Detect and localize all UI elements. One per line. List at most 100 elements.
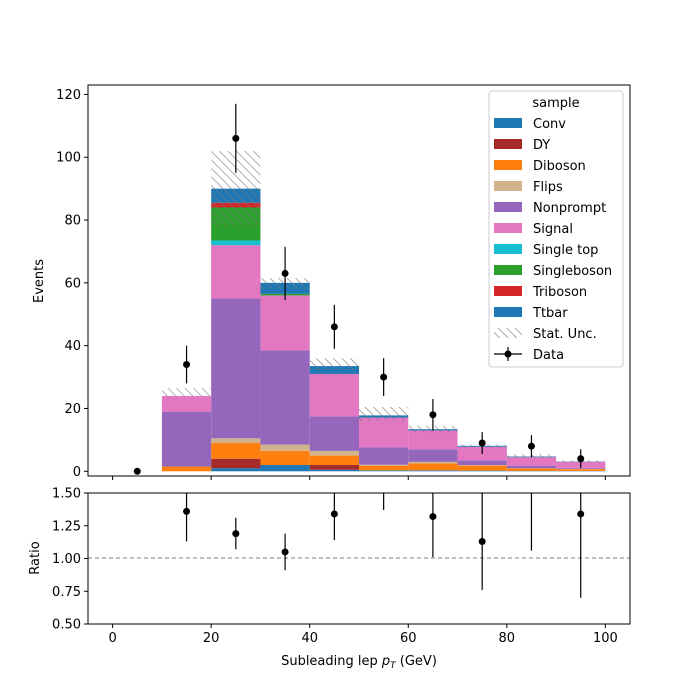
y-tick-label: 1.25 <box>52 519 81 534</box>
x-tick-label: 40 <box>301 631 318 646</box>
y-tick-label: 0.50 <box>52 618 81 633</box>
ratio-point <box>577 510 585 518</box>
legend-label: Diboson <box>533 159 586 174</box>
x-tick-label: 0 <box>108 631 116 646</box>
bar-signal <box>359 417 409 448</box>
legend-data-marker <box>504 350 512 358</box>
y-tick-label: 0 <box>73 465 81 480</box>
x-axis-label-subscript: T <box>390 661 397 671</box>
legend-label: Conv <box>533 117 566 132</box>
x-axis-label-symbol: p <box>381 654 390 669</box>
bar-signal <box>211 245 261 299</box>
y-tick-label: 60 <box>64 276 81 291</box>
y-tick-label: 120 <box>56 88 81 103</box>
data-point <box>183 361 191 369</box>
ratio-y-axis-label: Ratio <box>28 541 43 574</box>
legend-swatch <box>494 244 522 254</box>
legend-frame <box>488 90 624 368</box>
bar-diboson <box>260 450 310 466</box>
data-point <box>232 134 240 142</box>
y-tick-label: 0.75 <box>52 585 81 600</box>
bar-diboson <box>408 463 458 471</box>
bar-conv <box>211 468 261 472</box>
data-point <box>577 455 585 463</box>
bar-diboson <box>309 455 359 466</box>
bar-conv <box>260 465 310 472</box>
legend-label: Flips <box>533 180 563 195</box>
bar-nonprompt <box>457 460 507 466</box>
bar-diboson <box>506 468 557 471</box>
legend-swatch <box>494 286 522 296</box>
legend-swatch <box>494 202 522 212</box>
bar-signal <box>506 457 557 466</box>
x-tick-label: 20 <box>203 631 220 646</box>
bar-diboson <box>211 443 261 459</box>
bar-diboson <box>359 465 409 471</box>
y-tick-label: 100 <box>56 151 81 166</box>
bar-signal <box>260 295 310 351</box>
data-point <box>429 411 437 419</box>
ratio-point <box>528 476 535 483</box>
main-plot: 0 20 40 60 80 100 120 Events sample Conv DY Dibo… <box>32 84 631 480</box>
legend-swatch <box>494 223 522 233</box>
bar-nonprompt <box>260 350 310 445</box>
legend-label: Nonprompt <box>533 201 606 216</box>
x-tick-label: 60 <box>400 631 417 646</box>
ratio-point <box>478 537 486 545</box>
bar-dy <box>211 458 261 469</box>
ratio-point <box>232 530 240 538</box>
bar-conv <box>309 469 359 472</box>
bar-dy <box>309 465 359 470</box>
ratio-point <box>380 483 387 490</box>
bar-flips <box>408 461 458 464</box>
ratio-plot: 0 20 40 60 80 100 0.500.751.001.251.50 Ratio … <box>28 476 631 671</box>
legend-label: Ttbar <box>532 306 568 321</box>
ratio-y-ticks: 0.50 0.75 1.00 1.25 1.50 <box>52 487 88 633</box>
main-y-axis-label: Events <box>32 259 47 303</box>
bar-nonprompt <box>506 465 557 469</box>
bar-signal <box>408 430 458 450</box>
legend: sample Conv DY Diboson Flips Nonprompt Signal… <box>488 90 624 368</box>
legend-title: sample <box>532 96 579 111</box>
bar-flips <box>260 444 310 451</box>
data-point <box>478 439 486 447</box>
y-tick-label: 80 <box>64 214 81 229</box>
data-point <box>281 269 289 277</box>
bar-signal <box>161 395 212 412</box>
x-axis-label-main: Subleading lep <box>281 654 382 669</box>
main-x-ticks <box>112 476 606 480</box>
stat-unc-band <box>161 388 212 396</box>
y-tick-label: 40 <box>64 339 81 354</box>
y-tick-label: 1.50 <box>52 487 81 502</box>
y-tick-label: 1.00 <box>52 552 81 567</box>
legend-entries: Conv DY Diboson Flips Nonprompt Signal Single … <box>494 117 612 363</box>
bar-nonprompt <box>408 449 458 462</box>
legend-swatch <box>494 139 522 149</box>
stat-unc-band <box>309 358 359 371</box>
bar-nonprompt <box>556 467 606 469</box>
main-plot-frame <box>87 84 631 477</box>
legend-label: Signal <box>533 222 573 237</box>
legend-label: Triboson <box>532 285 587 300</box>
x-axis-label-unit: (GeV) <box>396 654 437 669</box>
bar-conv <box>457 470 507 472</box>
main-y-ticks: 0 20 40 60 80 100 120 <box>56 88 88 480</box>
stacked-histogram <box>161 188 606 472</box>
x-axis-label: Subleading lep pT (GeV) <box>281 654 437 671</box>
x-tick-label: 80 <box>499 631 516 646</box>
legend-swatch <box>494 265 522 275</box>
legend-swatch <box>494 160 522 170</box>
data-points <box>133 103 585 475</box>
bar-diboson <box>161 466 212 472</box>
legend-label: Data <box>533 348 564 363</box>
bar-nonprompt <box>309 416 359 451</box>
bar-nonprompt <box>161 411 212 467</box>
bar-flips <box>359 464 409 466</box>
legend-swatch <box>494 181 522 191</box>
bar-flips <box>309 450 359 456</box>
ratio-points <box>183 476 585 598</box>
bar-diboson <box>556 469 606 471</box>
bar-flips <box>457 465 507 466</box>
ratio-plot-frame <box>87 492 631 625</box>
ratio-point <box>281 548 289 556</box>
